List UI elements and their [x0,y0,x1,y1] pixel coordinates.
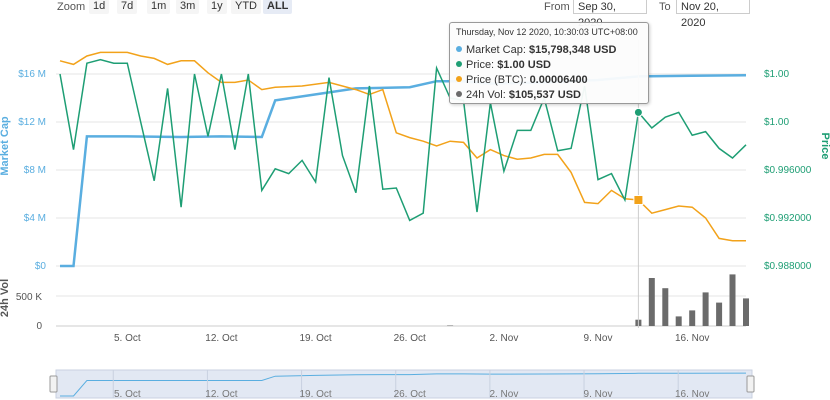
navigator-tick-label: 26. Oct [394,389,426,400]
zoom-button-all[interactable]: ALL [263,0,293,14]
left-tick-label: $0 [35,261,47,272]
zoom-button-1y[interactable]: 1y [207,0,227,14]
tooltip-row-price-btc: Price (BTC): 0.00006400 [456,74,588,86]
zoom-button-1d[interactable]: 1d [89,0,110,14]
tooltip-label: Price: [466,59,495,71]
left-axis-title: Market Cap [0,116,11,176]
right-tick-label: $1.00 [764,69,789,80]
volume-tick-label: 500 K [16,292,42,303]
left-tick-label: $4 M [24,213,46,224]
navigator[interactable]: 5. Oct 12. Oct 19. Oct 26. Oct 2. Nov 9. Nov 1… [49,369,755,400]
tooltip-label: 24h Vol: [466,89,506,101]
right-axis-title: Price [819,133,830,160]
left-tick-label: $12 M [18,117,46,128]
navigator-tick-label: 2. Nov [489,389,518,400]
price-line [59,58,747,222]
x-tick-label: 26. Oct [394,333,426,344]
zoom-label: Zoom [57,1,86,13]
volume-bar [447,325,454,326]
right-tick-label: $0.996000 [764,165,812,176]
to-date-input[interactable]: Nov 20, 2020 [676,0,750,29]
x-tick-label: 2. Nov [489,333,518,344]
navigator-tick-label: 9. Nov [584,389,613,400]
volume-bar [662,288,669,326]
tooltip-value: $105,537 USD [508,89,581,101]
tooltip-row-price: Price: $1.00 USD [456,59,551,71]
right-axis: $0.988000 $0.992000 $0.996000 $1.00 $1.0… [764,69,830,272]
market-cap-dot [456,46,462,53]
tooltip-value: $15,798,348 USD [528,44,617,56]
navigator-handle-right[interactable] [746,375,755,393]
volume-axis: 0 500 K 24h Vol [0,279,42,332]
volume-bar [648,278,655,326]
x-axis-labels: 5. Oct 12. Oct 19. Oct 26. Oct 2. Nov 9. Nov 1… [114,333,709,344]
zoom-button-3m[interactable]: 3m [176,0,200,14]
price-btc-marker [633,195,644,205]
x-tick-label: 9. Nov [584,333,613,344]
zoom-button-ytd[interactable]: YTD [231,0,261,14]
tooltip-label: Market Cap: [466,44,526,56]
tooltip-label: Price (BTC): [466,74,527,86]
x-tick-label: 12. Oct [205,333,237,344]
zoom-button-7d[interactable]: 7d [117,0,138,14]
from-label: From [544,1,570,13]
zoom-button-1m[interactable]: 1m [147,0,171,14]
price-marker [633,107,643,117]
tooltip-value: $1.00 USD [497,59,551,71]
navigator-labels: 5. Oct 12. Oct 19. Oct 26. Oct 2. Nov 9. Nov 1… [112,370,709,400]
volume-axis-title: 24h Vol [0,279,11,317]
navigator-line [60,372,747,397]
volume-bar [743,298,749,326]
tooltip-row-market-cap: Market Cap: $15,798,348 USD [456,44,616,56]
right-tick-label: $0.992000 [764,213,812,224]
navigator-handle-left[interactable] [49,375,58,393]
to-label: To [659,1,671,13]
price-btc-dot [456,76,462,83]
volume-bars [447,274,749,326]
tooltip: Thursday, Nov 12 2020, 10:30:03 UTC+08:0… [449,22,649,104]
volume-bar [729,274,736,326]
volume-bar [716,302,723,326]
volume-dot [456,91,462,98]
tooltip-row-volume: 24h Vol: $105,537 USD [456,89,581,101]
x-tick-label: 5. Oct [114,333,141,344]
volume-bar [675,316,682,326]
navigator-tick-label: 16. Nov [675,389,709,400]
price-dot [456,61,462,68]
left-tick-label: $16 M [18,69,46,80]
volume-bar [689,310,696,326]
navigator-tick-label: 19. Oct [299,389,331,400]
tooltip-header: Thursday, Nov 12 2020, 10:30:03 UTC+08:0… [456,27,638,37]
left-tick-label: $8 M [24,165,46,176]
navigator-tick-label: 12. Oct [205,389,237,400]
x-tick-label: 16. Nov [675,333,709,344]
volume-bar [702,292,709,326]
right-tick-label: $0.988000 [764,261,812,272]
from-date-input[interactable]: Sep 30, 2020 [573,0,647,29]
right-tick-label: $1.00 [764,117,789,128]
tooltip-value: 0.00006400 [529,74,588,86]
navigator-tick-label: 5. Oct [114,389,141,400]
left-axis: $0 $4 M $8 M $12 M $16 M Market Cap [0,69,46,272]
volume-tick-label: 0 [36,321,42,332]
range-selector: Zoom 1d 7d 1m 3m 1y YTD ALL From Sep 30,… [0,0,830,29]
x-tick-label: 19. Oct [299,333,331,344]
